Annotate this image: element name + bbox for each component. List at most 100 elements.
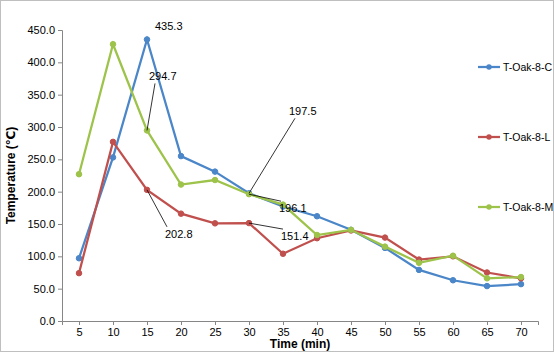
series-marker <box>76 270 82 276</box>
legend-label: T-Oak-8-L <box>503 131 550 143</box>
annotation: 294.7 <box>149 70 177 82</box>
x-tick-label: 20 <box>175 326 187 338</box>
x-tick-mark <box>351 321 352 325</box>
annotation-leader <box>147 190 167 227</box>
series-marker <box>178 182 184 188</box>
chart-frame <box>1 1 554 352</box>
x-tick: 20 <box>175 321 187 338</box>
y-tick-label: 300.0 <box>27 121 55 133</box>
series-line <box>79 142 521 278</box>
y-tick: 350.0 <box>27 89 62 101</box>
series-marker <box>348 227 354 233</box>
y-tick-mark <box>58 321 62 322</box>
series-marker <box>348 227 354 233</box>
y-axis: 0.0 50.0 100.0 150.0 200.0 250.0 300.0 350.0 400… <box>27 24 62 327</box>
x-tick-mark <box>283 321 284 325</box>
y-tick-mark <box>58 159 62 160</box>
x-tick: 50 <box>379 321 391 338</box>
x-tick-label: 25 <box>209 326 221 338</box>
series-marker <box>314 213 320 219</box>
series-marker <box>416 267 422 273</box>
series-marker <box>450 277 456 283</box>
legend: T-Oak-8-C T-Oak-8-L T-Oak-8-M <box>478 61 553 213</box>
x-tick: 45 <box>345 321 357 338</box>
y-tick-label: 0.0 <box>40 315 55 327</box>
x-axis: 510152025303540455055606570 <box>63 321 539 338</box>
x-tick-label: 15 <box>141 326 153 338</box>
x-tick: 40 <box>311 321 323 338</box>
series-marker <box>212 177 218 183</box>
y-tick: 100.0 <box>27 250 62 262</box>
x-tick-label: 35 <box>277 326 289 338</box>
series-marker <box>178 211 184 217</box>
series-marker <box>348 228 354 234</box>
series-marker <box>76 171 82 177</box>
y-tick-mark <box>58 224 62 225</box>
legend-label: T-Oak-8-M <box>503 201 553 213</box>
series-marker <box>518 274 524 280</box>
annotation: 435.3 <box>155 20 183 32</box>
y-tick: 450.0 <box>27 24 62 36</box>
y-tick-label: 400.0 <box>27 56 55 68</box>
series-marker <box>382 244 388 250</box>
x-tick-label: 5 <box>76 326 82 338</box>
legend-label: T-Oak-8-C <box>503 61 552 73</box>
x-tick: 10 <box>107 321 119 338</box>
annotation: 151.4 <box>281 230 309 242</box>
x-tick: 15 <box>141 321 153 338</box>
x-tick-label: 30 <box>243 326 255 338</box>
series-line <box>79 44 521 278</box>
x-tick-mark <box>487 321 488 325</box>
y-tick: 300.0 <box>27 121 62 133</box>
series-marker <box>450 254 456 260</box>
x-tick-mark <box>79 321 80 325</box>
series-marker <box>484 283 490 289</box>
series-marker <box>110 41 116 47</box>
x-tick-mark <box>147 321 148 325</box>
y-tick-label: 50.0 <box>34 283 55 295</box>
x-tick-label: 70 <box>515 326 527 338</box>
annotation-leader <box>249 194 281 201</box>
series-marker <box>450 253 456 259</box>
x-tick-label: 40 <box>311 326 323 338</box>
x-axis-line <box>63 322 539 326</box>
legend-marker <box>486 134 491 139</box>
annotation-leader <box>249 118 295 193</box>
x-tick: 60 <box>447 321 459 338</box>
y-tick-label: 150.0 <box>27 218 55 230</box>
series-marker <box>110 155 116 161</box>
y-tick-label: 100.0 <box>27 250 55 262</box>
x-tick-mark <box>419 321 420 325</box>
series-marker <box>484 276 490 282</box>
annotations: 435.3294.7197.5196.1202.8151.4 <box>147 20 317 243</box>
x-tick-label: 45 <box>345 326 357 338</box>
x-tick-mark <box>385 321 386 325</box>
annotation-leader <box>147 83 155 130</box>
x-tick: 25 <box>209 321 221 338</box>
x-tick: 30 <box>243 321 255 338</box>
y-tick-mark <box>58 192 62 193</box>
x-tick-label: 65 <box>481 326 493 338</box>
x-tick: 65 <box>481 321 493 338</box>
x-tick-label: 50 <box>379 326 391 338</box>
y-tick-label: 250.0 <box>27 153 55 165</box>
plot-area: 0.0 50.0 100.0 150.0 200.0 250.0 300.0 350.0 400… <box>27 20 538 338</box>
series-line <box>79 40 521 287</box>
x-tick-mark <box>249 321 250 325</box>
y-tick-mark <box>58 289 62 290</box>
series-marker <box>144 37 150 43</box>
y-tick-mark <box>58 256 62 257</box>
series-marker <box>484 270 490 276</box>
y-axis-title: Temperature (℃) <box>4 127 18 225</box>
y-tick: 400.0 <box>27 56 62 68</box>
y-tick-label: 200.0 <box>27 186 55 198</box>
y-tick-mark <box>58 30 62 31</box>
y-tick-label: 350.0 <box>27 89 55 101</box>
y-tick-label: 450.0 <box>27 24 55 36</box>
x-tick-mark <box>181 321 182 325</box>
x-tick-mark <box>453 321 454 325</box>
annotation: 202.8 <box>165 228 193 240</box>
y-tick-mark <box>58 62 62 63</box>
y-tick: 150.0 <box>27 218 62 230</box>
legend-marker <box>486 204 491 209</box>
